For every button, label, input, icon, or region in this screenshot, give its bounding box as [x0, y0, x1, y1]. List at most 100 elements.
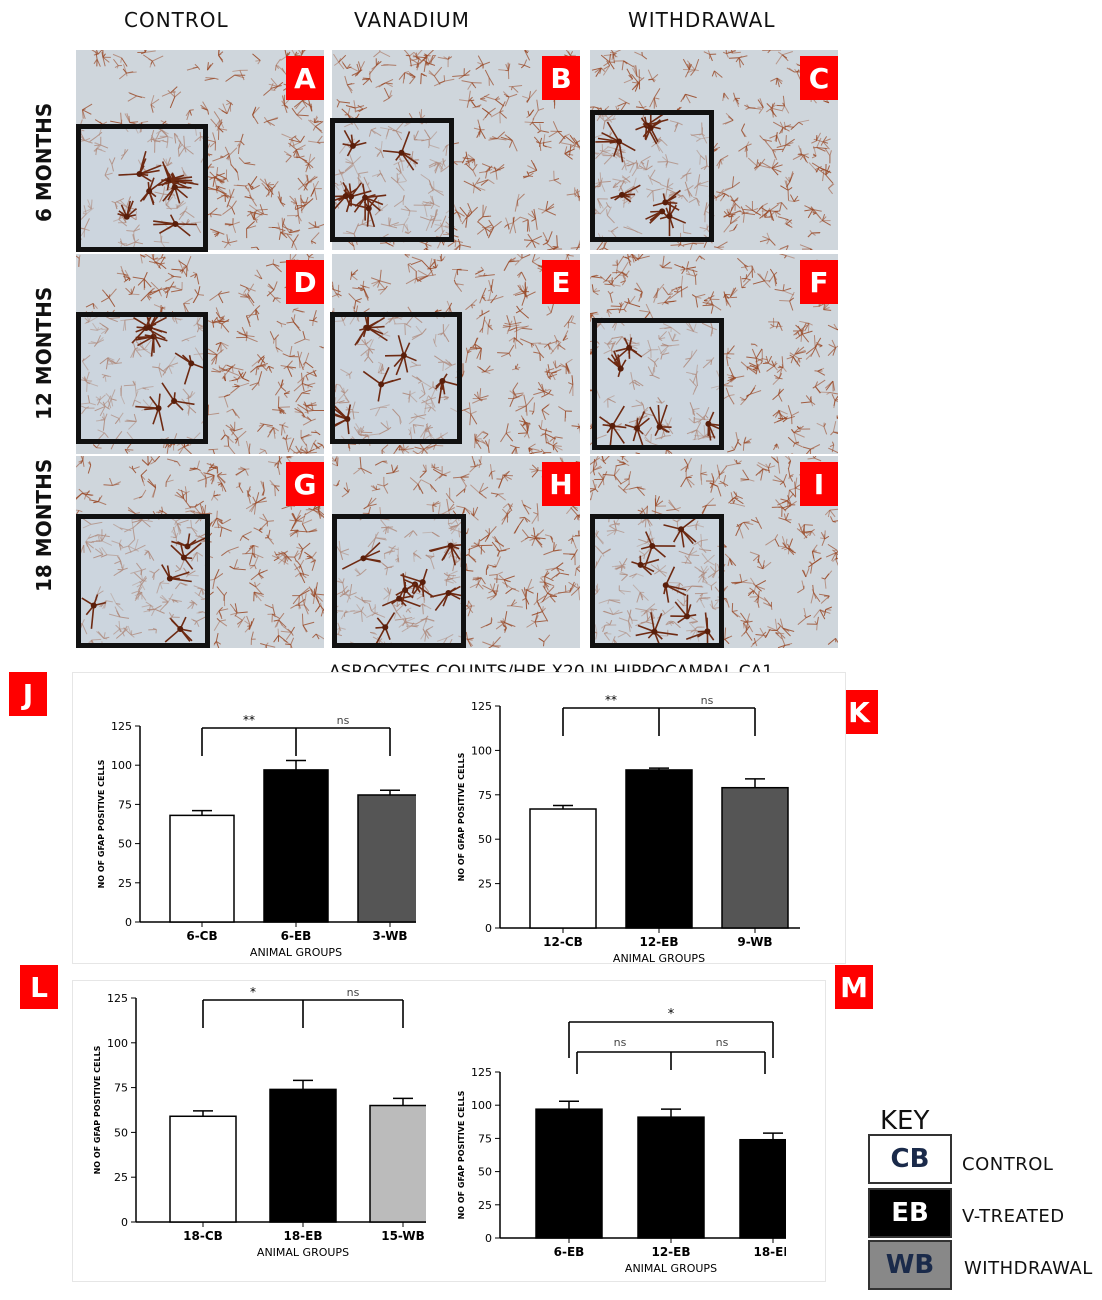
astrocyte-cells: [328, 129, 419, 228]
panel-label-e: E: [542, 260, 580, 304]
y-tick-label: 0: [121, 1216, 128, 1229]
panel-label-k: K: [840, 690, 878, 734]
x-tick-label: 12-EB: [651, 1245, 690, 1259]
astrocyte-cells: [599, 337, 729, 446]
micrograph-panel-c: [590, 50, 838, 250]
micrograph-panel-e: [332, 254, 580, 454]
stain-texture: [76, 254, 324, 454]
panel-label-a: A: [286, 56, 324, 100]
bar-chart-j: 0 25 50 75 100 125 NO OF GFAP POSITIVE CELLS 6-…: [97, 713, 416, 959]
astrocyte-cells: [341, 542, 472, 648]
x-tick-label: 18-EB: [753, 1245, 786, 1259]
bar-6-eb: [535, 1108, 603, 1239]
x-tick-label: 12-EB: [639, 935, 678, 949]
y-axis-label: NO OF GFAP POSITIVE CELLS: [457, 752, 466, 881]
bar-6-eb: [263, 769, 329, 923]
stain-texture: [590, 254, 838, 454]
y-tick-label: 75: [118, 798, 132, 811]
x-axis-label: ANIMAL GROUPS: [625, 1262, 717, 1275]
magnified-inset-f: [592, 318, 729, 450]
y-tick-label: 75: [478, 789, 492, 802]
y-tick-label: 125: [111, 720, 132, 733]
panel-label-d: D: [286, 260, 324, 304]
significance-label: **: [605, 694, 617, 707]
significance-label: *: [250, 986, 256, 999]
bar-12-cb: [529, 808, 597, 929]
row-header-12-months: 12 MONTHS: [32, 286, 56, 420]
micrograph-panel-d: [76, 254, 324, 454]
stain-texture: [332, 456, 580, 648]
micrograph-panel-h: [332, 456, 580, 648]
bar-9-wb: [721, 786, 789, 929]
key-label-cb: CONTROL: [962, 1154, 1054, 1175]
column-header-vanadium: VANADIUM: [354, 8, 470, 32]
x-tick-label: 6-EB: [554, 1245, 585, 1259]
key-label-eb: V-TREATED: [962, 1206, 1065, 1227]
significance-label: ns: [614, 1036, 627, 1049]
key-swatch-cb: CB: [868, 1134, 952, 1184]
micrograph-panel-b: [332, 50, 580, 250]
magnified-inset-c: [590, 105, 714, 242]
stain-texture: [590, 50, 838, 250]
magnified-inset-h: [332, 514, 472, 648]
micrograph-panel-g: [76, 456, 324, 648]
y-tick-label: 125: [107, 992, 128, 1005]
panel-label-c: C: [800, 56, 838, 100]
key-title: KEY: [880, 1106, 930, 1136]
astrocyte-cells: [117, 150, 199, 237]
stain-texture: [332, 254, 580, 454]
y-axis-label: NO OF GFAP POSITIVE CELLS: [97, 759, 106, 888]
x-tick-label: 18-CB: [183, 1229, 223, 1243]
y-tick-label: 50: [114, 1126, 128, 1139]
y-tick-label: 125: [471, 1066, 492, 1079]
x-tick-label: 6-EB: [281, 929, 312, 943]
bar-chart-m: 0 25 50 75 100 125 NO OF GFAP POSITIVE CELLS 6-…: [457, 1007, 786, 1275]
y-tick-label: 100: [107, 1037, 128, 1050]
x-tick-label: 18-EB: [283, 1229, 322, 1243]
magnified-inset-a: [76, 124, 208, 252]
y-tick-label: 25: [478, 878, 492, 891]
y-axis-label: NO OF GFAP POSITIVE CELLS: [457, 1090, 466, 1219]
bar-6-cb: [169, 814, 235, 923]
astrocyte-cells: [131, 305, 213, 431]
stain-texture: [590, 456, 838, 648]
magnified-inset-g: [76, 514, 210, 648]
bar-18-cb: [169, 1115, 237, 1223]
key-label-wb: WITHDRAWAL: [964, 1258, 1093, 1279]
magnified-inset-i: [590, 514, 724, 655]
astrocyte-cells: [631, 517, 715, 655]
significance-label: ns: [716, 1036, 729, 1049]
y-tick-label: 25: [114, 1171, 128, 1184]
y-tick-label: 0: [485, 922, 492, 935]
bar-18-eb: [739, 1138, 786, 1239]
bar-12-eb: [637, 1116, 705, 1239]
stain-texture: [76, 456, 324, 648]
key-swatch-eb: EB: [868, 1188, 952, 1238]
y-tick-label: 0: [125, 916, 132, 929]
row-header-18-months: 18 MONTHS: [32, 458, 56, 592]
y-tick-label: 50: [478, 833, 492, 846]
panel-label-l: L: [20, 965, 58, 1009]
y-tick-label: 75: [114, 1082, 128, 1095]
magnified-inset-b: [328, 118, 454, 242]
bar-15-wb: [369, 1104, 426, 1223]
micrograph-panel-f: [590, 254, 838, 454]
magnified-inset-e: [326, 306, 462, 444]
y-axis-label: NO OF GFAP POSITIVE CELLS: [93, 1045, 102, 1174]
x-tick-label: 15-WB: [381, 1229, 425, 1243]
bar-12-eb: [625, 769, 693, 929]
significance-label: *: [668, 1007, 675, 1022]
x-axis-label: ANIMAL GROUPS: [257, 1246, 349, 1259]
x-tick-label: 12-CB: [543, 935, 583, 949]
panel-label-m: M: [835, 965, 873, 1009]
y-tick-label: 25: [478, 1199, 492, 1212]
y-tick-label: 125: [471, 700, 492, 713]
significance-label: ns: [337, 714, 350, 727]
bar-chart-k: 0 25 50 75 100 125 NO OF GFAP POSITIVE CELLS 12…: [457, 694, 800, 965]
column-header-control: CONTROL: [124, 8, 229, 32]
y-tick-label: 25: [118, 877, 132, 890]
y-tick-label: 0: [485, 1232, 492, 1245]
y-tick-label: 100: [471, 744, 492, 757]
panel-label-h: H: [542, 462, 580, 506]
bar-18-eb: [269, 1088, 337, 1223]
